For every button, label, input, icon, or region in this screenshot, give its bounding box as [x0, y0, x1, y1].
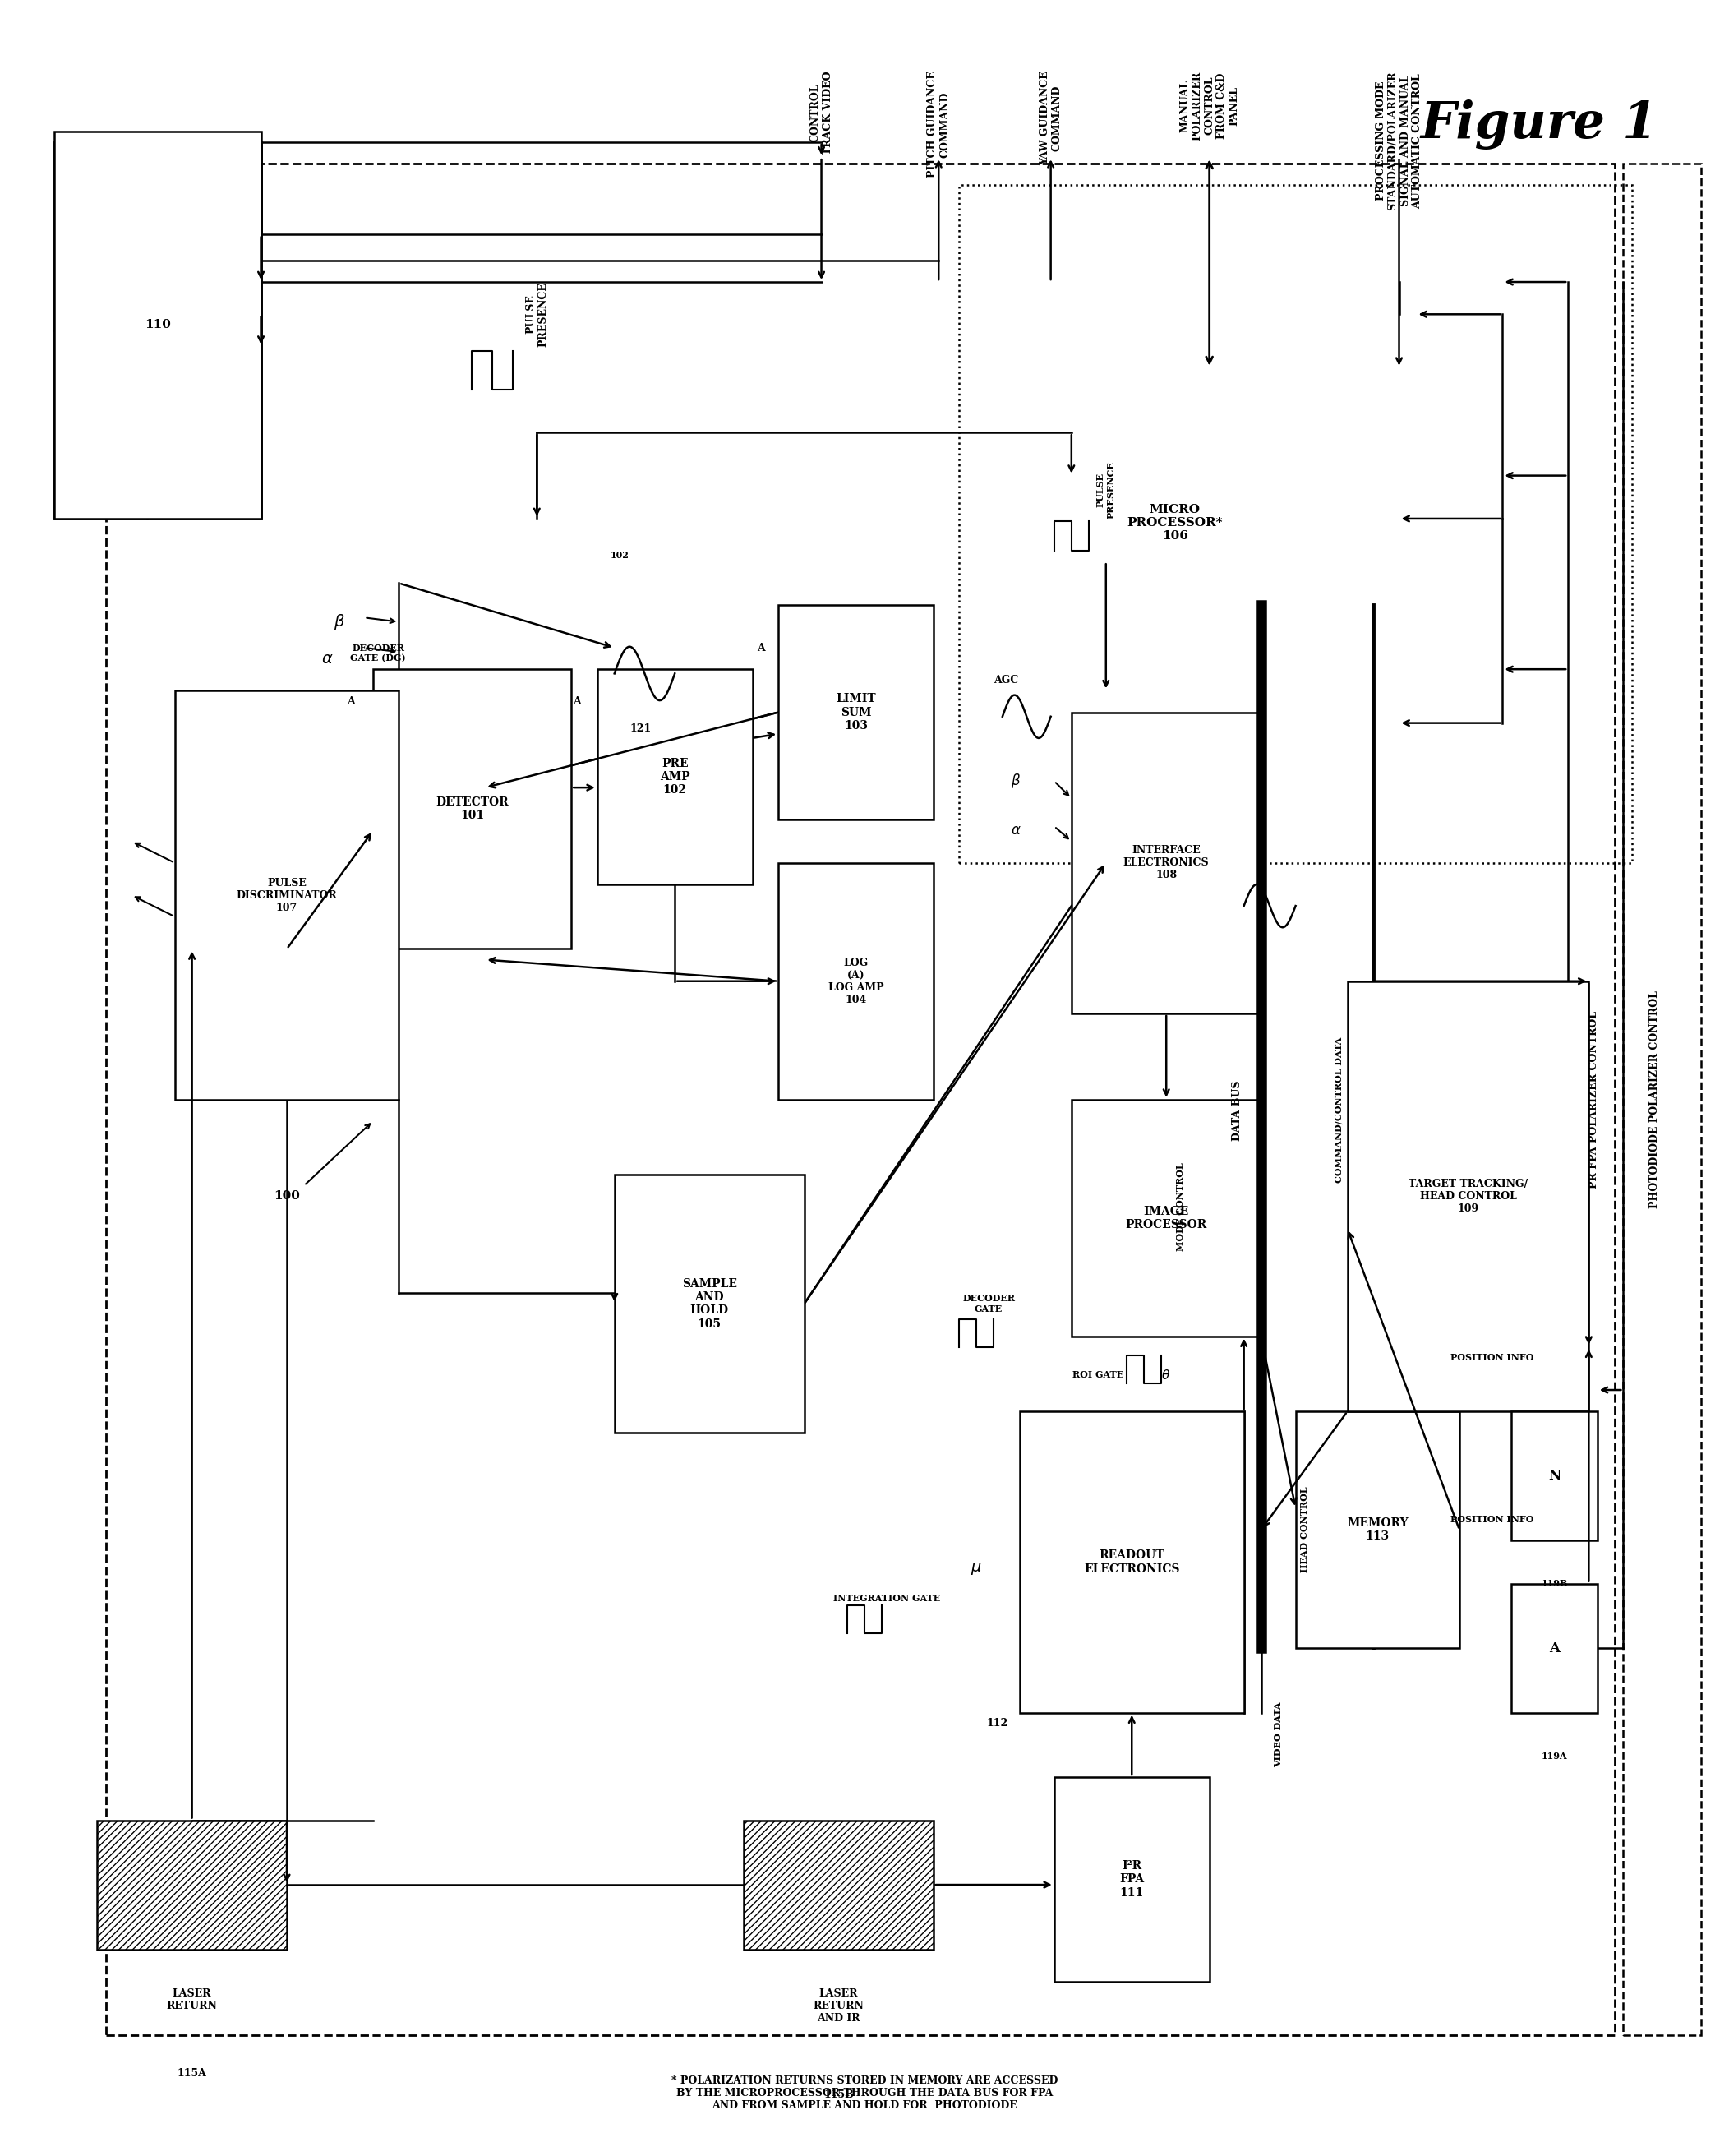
Text: PITCH GUIDANCE
COMMAND: PITCH GUIDANCE COMMAND — [927, 71, 951, 179]
Text: INTERFACE
ELECTRONICS
108: INTERFACE ELECTRONICS 108 — [1124, 845, 1209, 880]
Bar — [743, 1820, 934, 1949]
Bar — [373, 668, 571, 949]
Bar — [1511, 1585, 1598, 1712]
Text: PULSE
DISCRIMINATOR
107: PULSE DISCRIMINATOR 107 — [237, 877, 337, 912]
Text: TARGET TRACKING/
HEAD CONTROL
109: TARGET TRACKING/ HEAD CONTROL 109 — [1409, 1179, 1528, 1214]
Text: DETECTOR
101: DETECTOR 101 — [436, 798, 508, 821]
Text: PHOTODIODE POLARIZER CONTROL: PHOTODIODE POLARIZER CONTROL — [1649, 990, 1660, 1207]
Text: POSITION INFO: POSITION INFO — [1451, 1354, 1534, 1363]
Bar — [1072, 711, 1260, 1013]
Text: A: A — [1549, 1641, 1560, 1656]
Bar — [1624, 164, 1701, 2035]
Text: $\alpha$: $\alpha$ — [322, 651, 334, 666]
Text: $\mu$: $\mu$ — [972, 1561, 982, 1576]
Text: MODE CONTROL: MODE CONTROL — [1176, 1162, 1184, 1250]
Text: 110: 110 — [145, 319, 171, 330]
Bar — [54, 142, 261, 520]
Bar — [175, 690, 399, 1100]
Text: 119B: 119B — [1541, 1580, 1568, 1589]
Text: MANUAL
POLARIZER
CONTROL
FROM C&D
PANEL: MANUAL POLARIZER CONTROL FROM C&D PANEL — [1179, 71, 1240, 140]
Text: PULSE
PRESENCE: PULSE PRESENCE — [1096, 461, 1115, 520]
Text: A: A — [757, 642, 764, 653]
Bar — [97, 1820, 287, 1949]
Text: YAW GUIDANCE
COMMAND: YAW GUIDANCE COMMAND — [1039, 71, 1062, 166]
Text: I²R
FPA
111: I²R FPA 111 — [1119, 1861, 1145, 1899]
Text: $\alpha$: $\alpha$ — [1011, 824, 1022, 839]
Text: PRE
AMP
102: PRE AMP 102 — [660, 757, 690, 796]
Bar — [778, 604, 934, 819]
Text: DECODER
GATE: DECODER GATE — [963, 1294, 1015, 1313]
Bar — [1055, 1777, 1209, 1981]
Bar — [1072, 1100, 1260, 1337]
Bar — [743, 1820, 934, 1949]
Bar — [97, 1820, 287, 1949]
Text: LOG
(A)
LOG AMP
104: LOG (A) LOG AMP 104 — [828, 957, 884, 1005]
Text: 112: 112 — [987, 1718, 1008, 1729]
Text: N: N — [1547, 1468, 1561, 1483]
Text: IMAGE
PROCESSOR: IMAGE PROCESSOR — [1126, 1205, 1207, 1231]
Text: $\beta$: $\beta$ — [1011, 772, 1022, 789]
Text: AGC: AGC — [994, 675, 1018, 686]
Bar — [1020, 1412, 1243, 1712]
Text: DECODER
GATE (DG): DECODER GATE (DG) — [351, 642, 406, 662]
Text: 102: 102 — [610, 550, 629, 561]
Bar — [597, 668, 752, 884]
Bar — [614, 1175, 804, 1434]
Text: HEAD CONTROL: HEAD CONTROL — [1300, 1488, 1309, 1572]
Text: 115A: 115A — [178, 2068, 207, 2078]
Text: ROI GATE: ROI GATE — [1072, 1371, 1124, 1380]
Text: POSITION INFO: POSITION INFO — [1451, 1514, 1534, 1524]
Text: READOUT
ELECTRONICS: READOUT ELECTRONICS — [1084, 1550, 1179, 1574]
Text: 115B: 115B — [823, 2089, 854, 2100]
Text: LASER
RETURN
AND IR: LASER RETURN AND IR — [813, 1988, 864, 2022]
Text: MICRO
PROCESSOR*
106: MICRO PROCESSOR* 106 — [1127, 505, 1222, 541]
Bar — [1511, 1412, 1598, 1542]
Text: PROCESSING MODE
STANDARD/POLARIZER
SIGNAL AND MANUAL
AUTOMATIC CONTROL: PROCESSING MODE STANDARD/POLARIZER SIGNA… — [1375, 71, 1423, 211]
Bar — [54, 132, 261, 520]
Text: PR FPA POLARIZER CONTROL: PR FPA POLARIZER CONTROL — [1589, 1011, 1599, 1188]
Text: 110: 110 — [188, 418, 218, 431]
Text: 119A: 119A — [1541, 1751, 1566, 1761]
Text: * POLARIZATION RETURNS STORED IN MEMORY ARE ACCESSED
BY THE MICROPROCESSOR THROU: * POLARIZATION RETURNS STORED IN MEMORY … — [671, 2076, 1058, 2111]
Text: $\beta$: $\beta$ — [334, 612, 344, 632]
Text: 100: 100 — [273, 1190, 299, 1203]
Text: SAMPLE
AND
HOLD
105: SAMPLE AND HOLD 105 — [681, 1279, 737, 1330]
Bar — [1347, 981, 1589, 1412]
Text: VIDEO DATA: VIDEO DATA — [1274, 1701, 1283, 1768]
Text: LIMIT
SUM
103: LIMIT SUM 103 — [835, 694, 877, 731]
Text: A: A — [346, 696, 354, 707]
Text: MEMORY
113: MEMORY 113 — [1347, 1518, 1407, 1542]
Text: 121: 121 — [629, 722, 652, 733]
Text: $\theta$: $\theta$ — [1162, 1369, 1171, 1382]
Bar — [778, 862, 934, 1100]
Bar — [105, 164, 1615, 2035]
Text: DATA BUS: DATA BUS — [1231, 1080, 1243, 1141]
Bar — [960, 185, 1632, 862]
Text: PULSE
PRESENCE: PULSE PRESENCE — [526, 282, 548, 347]
Text: CONTROL
TRACK VIDEO: CONTROL TRACK VIDEO — [809, 71, 833, 155]
Text: A: A — [572, 696, 581, 707]
Bar — [1295, 1412, 1459, 1647]
Text: COMMAND/CONTROL DATA: COMMAND/CONTROL DATA — [1335, 1037, 1343, 1184]
Text: INTEGRATION GATE: INTEGRATION GATE — [833, 1593, 941, 1604]
Text: Figure 1: Figure 1 — [1421, 99, 1658, 149]
Text: LASER
RETURN: LASER RETURN — [166, 1988, 218, 2012]
